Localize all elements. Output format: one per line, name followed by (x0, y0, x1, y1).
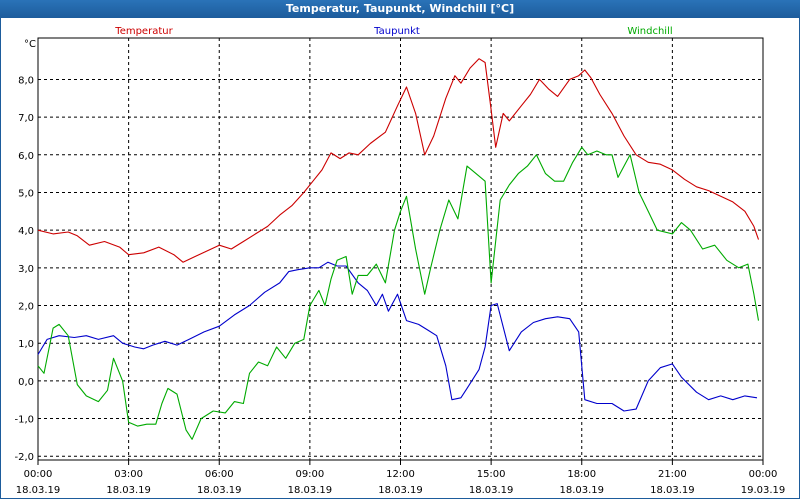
x-tick-date: 18.03.19 (650, 485, 695, 496)
legend-temperatur: Temperatur (114, 26, 173, 37)
y-axis-unit: °C (24, 39, 36, 50)
x-tick-date: 18.03.19 (197, 485, 242, 496)
x-tick-date: 18.03.19 (106, 485, 151, 496)
x-tick-date: 19.03.19 (741, 485, 786, 496)
y-tick-label: -2,0 (14, 452, 34, 463)
y-tick-label: 6,0 (18, 151, 34, 162)
x-tick-date: 18.03.19 (469, 485, 514, 496)
x-tick-time: 00:00 (749, 469, 778, 480)
series-line-temperatur (37, 58, 760, 263)
x-tick-time: 00:00 (24, 469, 53, 480)
x-tick-time: 12:00 (386, 469, 415, 480)
x-tick-date: 18.03.19 (16, 485, 61, 496)
y-tick-label: 7,0 (18, 113, 34, 124)
x-tick-time: 18:00 (567, 469, 596, 480)
legend-taupunkt: Taupunkt (373, 26, 420, 37)
x-tick-time: 03:00 (114, 469, 143, 480)
x-tick-time: 09:00 (295, 469, 324, 480)
y-tick-label: 8,0 (18, 75, 34, 86)
x-tick-time: 06:00 (205, 469, 234, 480)
x-tick-time: 15:00 (477, 469, 506, 480)
y-tick-label: -1,0 (14, 415, 34, 426)
x-tick-date: 18.03.19 (288, 485, 333, 496)
x-tick-date: 18.03.19 (559, 485, 604, 496)
y-tick-label: 3,0 (18, 264, 34, 275)
y-tick-label: 0,0 (18, 377, 34, 388)
legend-windchill: Windchill (627, 26, 672, 37)
y-tick-label: 4,0 (18, 226, 34, 237)
chart-title: Temperatur, Taupunkt, Windchill [°C] (0, 0, 800, 18)
x-tick-time: 21:00 (658, 469, 687, 480)
series-line-taupunkt (37, 261, 758, 412)
y-tick-label: 1,0 (18, 339, 34, 350)
y-tick-label: 2,0 (18, 302, 34, 313)
x-tick-date: 18.03.19 (378, 485, 423, 496)
y-tick-label: 5,0 (18, 188, 34, 199)
series-line-windchill (37, 146, 760, 440)
